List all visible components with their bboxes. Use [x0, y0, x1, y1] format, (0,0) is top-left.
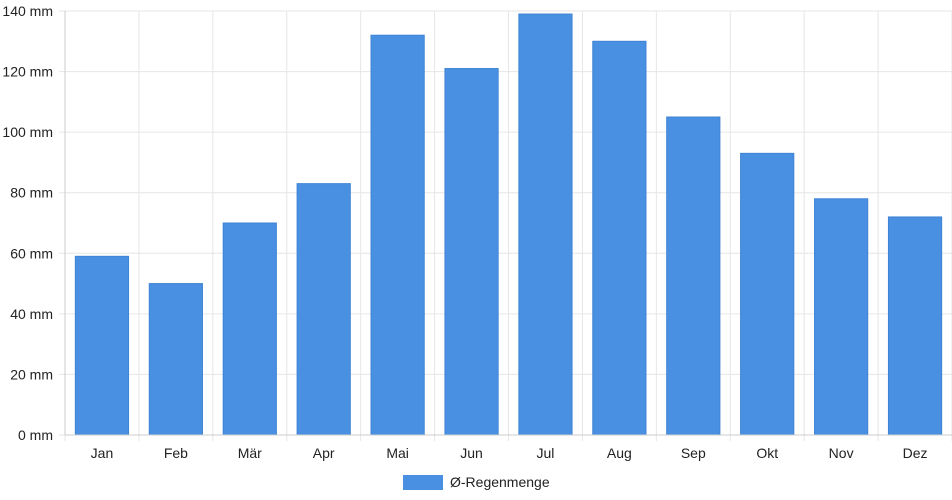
y-tick-label: 100 mm	[2, 124, 53, 140]
bar-Jan[interactable]	[74, 255, 130, 436]
x-tick-label: Dez	[903, 445, 928, 461]
x-tick-label: Apr	[313, 445, 335, 461]
y-tick-label: 120 mm	[2, 64, 53, 80]
y-tick-label: 80 mm	[10, 185, 53, 201]
bar-Dez[interactable]	[887, 216, 943, 436]
x-tick-label: Aug	[607, 445, 632, 461]
x-tick-label: Sep	[681, 445, 706, 461]
bar-Sep[interactable]	[666, 116, 721, 436]
bar-Apr[interactable]	[296, 183, 351, 436]
y-tick-label: 20 mm	[10, 366, 53, 382]
x-tick-label: Jul	[537, 445, 555, 461]
x-axis: Jan Feb Mär Apr Mai Jun Jul Aug Sep Okt Nov Dez	[65, 434, 952, 461]
bar-Feb[interactable]	[148, 283, 203, 436]
y-tick-label: 40 mm	[10, 306, 53, 322]
x-tick-label: Mai	[386, 445, 409, 461]
bar-Nov[interactable]	[814, 198, 869, 436]
bar-Mär[interactable]	[222, 222, 277, 436]
legend: Ø-Regenmenge	[403, 474, 550, 490]
grid-lines	[59, 10, 952, 441]
x-tick-label: Jun	[460, 445, 483, 461]
x-tick-label: Mär	[238, 445, 262, 461]
bar-Aug[interactable]	[592, 40, 647, 436]
bar-Mai[interactable]	[370, 34, 425, 436]
x-tick-label: Feb	[164, 445, 188, 461]
y-tick-label: 0 mm	[18, 427, 53, 443]
y-tick-label: 60 mm	[10, 245, 53, 261]
x-tick-label: Jan	[91, 445, 114, 461]
bar-Jun[interactable]	[444, 68, 499, 436]
x-tick-label: Nov	[829, 445, 854, 461]
legend-label: Ø-Regenmenge	[450, 474, 550, 490]
y-tick-label: 140 mm	[2, 3, 53, 19]
bar-Jul[interactable]	[518, 13, 573, 436]
x-tick-label: Okt	[756, 445, 778, 461]
bar-series	[74, 13, 943, 436]
bar-Okt[interactable]	[740, 152, 795, 436]
y-axis: 0 mm 20 mm 40 mm 60 mm 80 mm 100 mm 120 mm 140 …	[2, 3, 66, 443]
legend-swatch	[403, 475, 443, 490]
